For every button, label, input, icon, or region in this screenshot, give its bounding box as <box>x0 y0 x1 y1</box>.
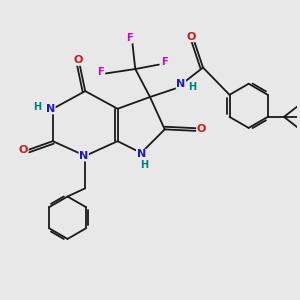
Text: N: N <box>79 151 88 161</box>
Text: O: O <box>187 32 196 42</box>
Text: O: O <box>73 55 83 65</box>
Text: F: F <box>161 57 168 67</box>
Text: F: F <box>97 67 103 77</box>
Text: O: O <box>197 124 206 134</box>
Text: N: N <box>176 79 185 89</box>
Text: H: H <box>34 102 42 112</box>
Text: F: F <box>126 33 133 43</box>
Text: N: N <box>136 149 146 159</box>
Text: N: N <box>46 104 55 114</box>
Text: H: H <box>188 82 196 92</box>
Text: H: H <box>140 160 148 170</box>
Text: O: O <box>19 145 28 155</box>
